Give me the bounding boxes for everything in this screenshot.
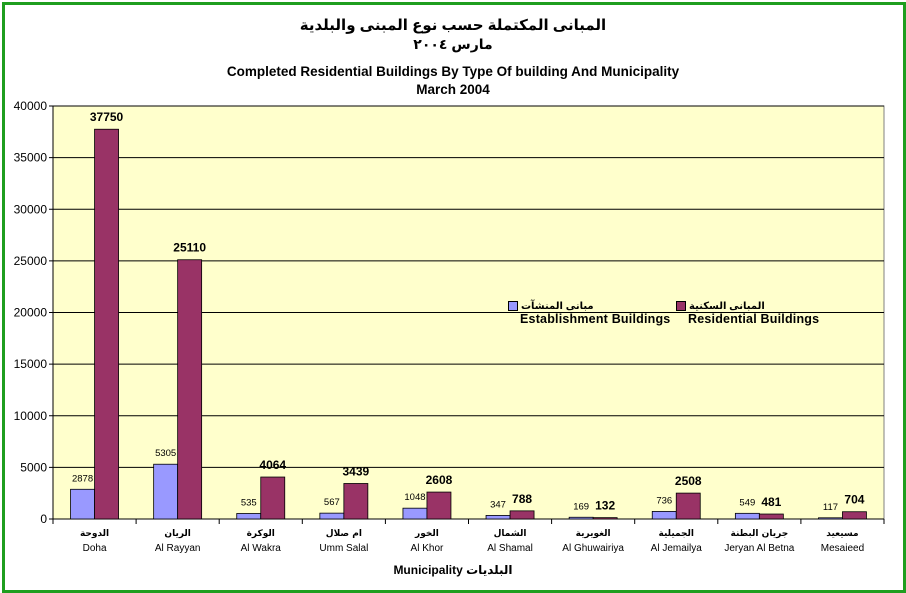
legend-item-residential: المبانى السكنية Residential Buildings xyxy=(676,300,819,326)
x-tick-label-ar: الريان xyxy=(164,529,191,539)
x-tick-label-ar: الجميلية xyxy=(659,529,694,539)
x-tick-label-ar: ام صلال xyxy=(326,529,362,539)
y-tick-label: 25000 xyxy=(14,254,48,268)
data-label: 132 xyxy=(595,499,615,513)
x-tick-label-ar: جريان البطنة xyxy=(730,529,788,539)
bar-establishment xyxy=(485,515,511,520)
bar-establishment xyxy=(818,517,843,520)
bar-residential xyxy=(842,511,867,520)
bar-establishment xyxy=(734,512,760,520)
x-tick-label: Doha xyxy=(83,543,107,554)
x-tick-label: Al Shamal xyxy=(487,543,533,554)
data-label: 704 xyxy=(844,493,864,507)
x-tick-label: Al Ghuwairiya xyxy=(562,543,624,554)
bar-residential xyxy=(177,259,203,520)
data-label: 2508 xyxy=(675,474,702,488)
data-label: 169 xyxy=(573,501,589,512)
chart-date-arabic: مارس ٢٠٠٤ xyxy=(413,36,493,52)
y-tick-label: 35000 xyxy=(14,151,48,165)
x-tick-label: Al Khor xyxy=(411,543,444,554)
legend-label-residential: Residential Buildings xyxy=(688,312,820,326)
legend-label-establishment-ar: مبانى المنشآت xyxy=(521,301,594,312)
y-tick-label: 0 xyxy=(40,512,47,526)
x-tick-label: Umm Salal xyxy=(319,543,368,554)
y-tick-label: 20000 xyxy=(14,306,48,320)
x-tick-label: Al Jemailya xyxy=(651,543,703,554)
x-tick-label: Al Rayyan xyxy=(155,543,201,554)
data-label: 4064 xyxy=(259,458,286,472)
bar-residential xyxy=(426,491,452,520)
bar-establishment xyxy=(70,488,95,520)
data-label: 5305 xyxy=(155,448,176,459)
bar-residential xyxy=(509,510,535,520)
y-tick-label: 10000 xyxy=(14,409,48,423)
y-tick-label: 40000 xyxy=(14,99,48,113)
data-label: 2608 xyxy=(426,473,453,487)
data-label: 788 xyxy=(512,492,532,506)
data-label: 3439 xyxy=(342,464,369,478)
legend-item-establishment: مبانى المنشآت Establishment Buildings xyxy=(508,300,670,326)
x-tick-label-ar: مسيعيد xyxy=(826,529,858,539)
data-label: 25110 xyxy=(173,241,206,255)
x-axis-title: Municipality البلديات xyxy=(393,563,513,577)
data-label: 1048 xyxy=(404,492,425,503)
legend-label-residential-ar: المبانى السكنية xyxy=(689,301,765,312)
legend-swatch-residential xyxy=(676,300,686,311)
bar-residential xyxy=(675,492,701,520)
legend-swatch-establishment xyxy=(508,300,518,311)
bar-residential xyxy=(758,513,784,520)
y-tick-label: 5000 xyxy=(20,460,47,474)
data-label: 37750 xyxy=(90,110,124,124)
data-label: 347 xyxy=(490,499,506,510)
bar-establishment xyxy=(236,513,262,520)
bar-establishment xyxy=(568,516,594,520)
bar-establishment xyxy=(153,463,179,520)
x-tick-label: Al Wakra xyxy=(241,543,282,554)
data-label: 736 xyxy=(656,495,672,506)
x-tick-label-ar: الوكرة xyxy=(247,529,275,539)
x-tick-label-ar: الدوحة xyxy=(80,529,109,539)
x-tick-label-ar: الخور xyxy=(414,529,439,539)
x-tick-label: Jeryan Al Betna xyxy=(724,543,794,554)
bar-establishment xyxy=(319,512,345,520)
bar-residential xyxy=(94,128,119,520)
legend-label-establishment: Establishment Buildings xyxy=(520,312,671,326)
chart-title: Completed Residential Buildings By Type … xyxy=(226,64,680,79)
bar-establishment xyxy=(651,511,677,520)
x-tick-label-ar: الغويرية xyxy=(576,529,611,539)
bar-residential xyxy=(343,483,369,520)
bar-establishment xyxy=(402,507,428,520)
data-label: 481 xyxy=(761,495,781,509)
data-label: 549 xyxy=(739,497,755,508)
y-tick-label: 30000 xyxy=(14,202,48,216)
data-label: 567 xyxy=(324,497,340,508)
x-tick-label: Mesaieed xyxy=(821,543,864,554)
data-label: 535 xyxy=(241,497,257,508)
y-tick-label: 15000 xyxy=(14,357,48,371)
data-label: 2878 xyxy=(72,473,93,484)
data-label: 117 xyxy=(823,502,838,513)
x-tick-label-ar: الشمال xyxy=(494,529,527,539)
chart-subtitle: March 2004 xyxy=(416,82,490,97)
bar-residential xyxy=(592,517,618,520)
bar-residential xyxy=(260,476,286,520)
chart-title-arabic: المبانى المكتملة حسب نوع المبنى والبلدية xyxy=(299,17,607,34)
